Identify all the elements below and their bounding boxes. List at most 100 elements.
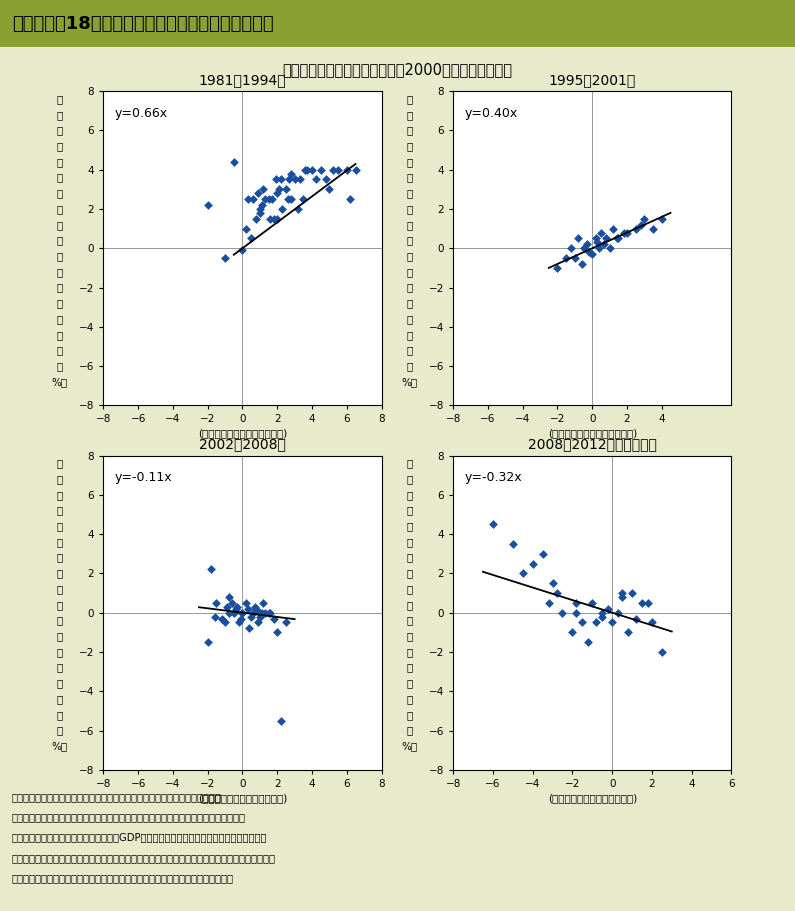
Point (229, 601, 242, 616)
Point (655, 645, 668, 660)
Title: 1981～1994年: 1981～1994年 (199, 73, 286, 87)
Point (617, 225, 630, 240)
Text: 労働生産性の変化率＝実質GDPの変化率－（雇用者数＋総労働時間の変化率）: 労働生産性の変化率＝実質GDPの変化率－（雇用者数＋総労働時間の変化率） (12, 833, 267, 843)
Point (257, 182, 270, 197)
Point (607, 221, 619, 236)
Point (236, 606, 249, 620)
Point (583, 245, 595, 260)
Point (576, 615, 588, 630)
Point (297, 192, 310, 207)
Point (252, 615, 265, 630)
Text: 同: 同 (56, 314, 63, 324)
Point (551, 261, 564, 275)
Text: ／: ／ (56, 361, 63, 371)
Text: y=-0.32x: y=-0.32x (464, 471, 522, 485)
Point (271, 186, 284, 200)
Text: ２．　労働生産性並びに時間当たり実質賃金の変化率は以下により算出した。: ２． 労働生産性並びに時間当たり実質賃金の変化率は以下により算出した。 (12, 813, 246, 823)
Point (264, 211, 277, 226)
Text: 前: 前 (56, 282, 63, 292)
Point (255, 198, 268, 212)
Point (591, 235, 604, 250)
Point (280, 182, 293, 197)
Point (301, 162, 313, 177)
Point (566, 625, 579, 640)
Point (593, 241, 606, 255)
Point (598, 237, 611, 251)
Point (248, 599, 261, 614)
Point (536, 547, 549, 561)
Point (340, 162, 353, 177)
Point (266, 192, 278, 207)
Point (517, 566, 529, 580)
Point (487, 517, 499, 531)
Point (526, 557, 539, 571)
Point (233, 615, 246, 630)
Point (320, 172, 332, 187)
Text: －（雇用者数＋総労働時間の変化率）: －（雇用者数＋総労働時間の変化率） (12, 873, 234, 883)
Point (344, 192, 357, 207)
Text: y=0.66x: y=0.66x (114, 107, 168, 120)
Point (589, 231, 602, 246)
Point (560, 251, 572, 265)
Point (235, 611, 247, 626)
Text: %）: %） (52, 742, 68, 752)
Text: 賃: 賃 (56, 584, 63, 594)
Text: （: （ (56, 458, 63, 468)
X-axis label: (労働生産性、前年同期比／％): (労働生産性、前年同期比／％) (198, 793, 287, 803)
Text: 賃: 賃 (406, 220, 413, 230)
Text: （備考）１．　内閣府「国民経済計算」、総務省「労働力調査」により作成。: （備考）１． 内閣府「国民経済計算」、総務省「労働力調査」により作成。 (12, 793, 222, 803)
Point (271, 625, 284, 640)
Point (246, 606, 259, 620)
Text: り: り (56, 172, 63, 182)
Text: 時: 時 (56, 474, 63, 484)
Point (215, 611, 228, 626)
Text: り: り (406, 172, 413, 182)
Point (254, 206, 266, 220)
Point (267, 211, 280, 226)
Point (285, 192, 297, 207)
Point (638, 211, 651, 226)
Text: 年: 年 (56, 662, 63, 672)
Text: た: た (56, 521, 63, 531)
Text: 当: 当 (406, 506, 413, 516)
Text: （: （ (56, 94, 63, 104)
Point (270, 172, 282, 187)
Text: 間: 間 (406, 126, 413, 136)
Point (586, 596, 599, 610)
Text: 当: 当 (56, 141, 63, 151)
Title: 1995～2001年: 1995～2001年 (549, 73, 636, 87)
Text: 前: 前 (56, 647, 63, 657)
Text: 当: 当 (56, 506, 63, 516)
Point (590, 615, 603, 630)
Point (595, 225, 607, 240)
Point (283, 172, 296, 187)
Text: 比: 比 (406, 710, 413, 720)
Text: 実: 実 (56, 553, 63, 563)
Point (250, 601, 262, 616)
Point (250, 211, 262, 226)
Text: y=0.40x: y=0.40x (464, 107, 518, 120)
X-axis label: (労働生産性、前年同期比／％): (労働生産性、前年同期比／％) (198, 428, 287, 438)
Point (285, 167, 297, 181)
Point (226, 596, 238, 610)
Text: 比: 比 (406, 345, 413, 355)
Text: 、: 、 (56, 251, 63, 261)
Text: 、: 、 (56, 616, 63, 626)
Text: y=-0.11x: y=-0.11x (114, 471, 172, 485)
Text: 第１－２－18図　時間当たり実質賃金と労働生産性: 第１－２－18図 時間当たり実質賃金と労働生産性 (12, 15, 273, 33)
Point (506, 537, 519, 551)
Point (622, 625, 634, 640)
Point (254, 609, 266, 624)
Point (630, 611, 642, 626)
Text: ／: ／ (406, 725, 413, 735)
Text: 金: 金 (56, 599, 63, 609)
Text: 前: 前 (406, 282, 413, 292)
Text: り: り (406, 537, 413, 547)
Point (201, 635, 214, 650)
Point (349, 162, 362, 177)
Text: 時間当たり実質賃金の変化率＝雇用者報酬の変化率－家計消費デフレーターの変化率: 時間当たり実質賃金の変化率＝雇用者報酬の変化率－家計消費デフレーターの変化率 (12, 853, 276, 863)
Text: （: （ (406, 94, 413, 104)
Point (635, 596, 648, 610)
Point (323, 182, 335, 197)
Point (201, 198, 214, 212)
